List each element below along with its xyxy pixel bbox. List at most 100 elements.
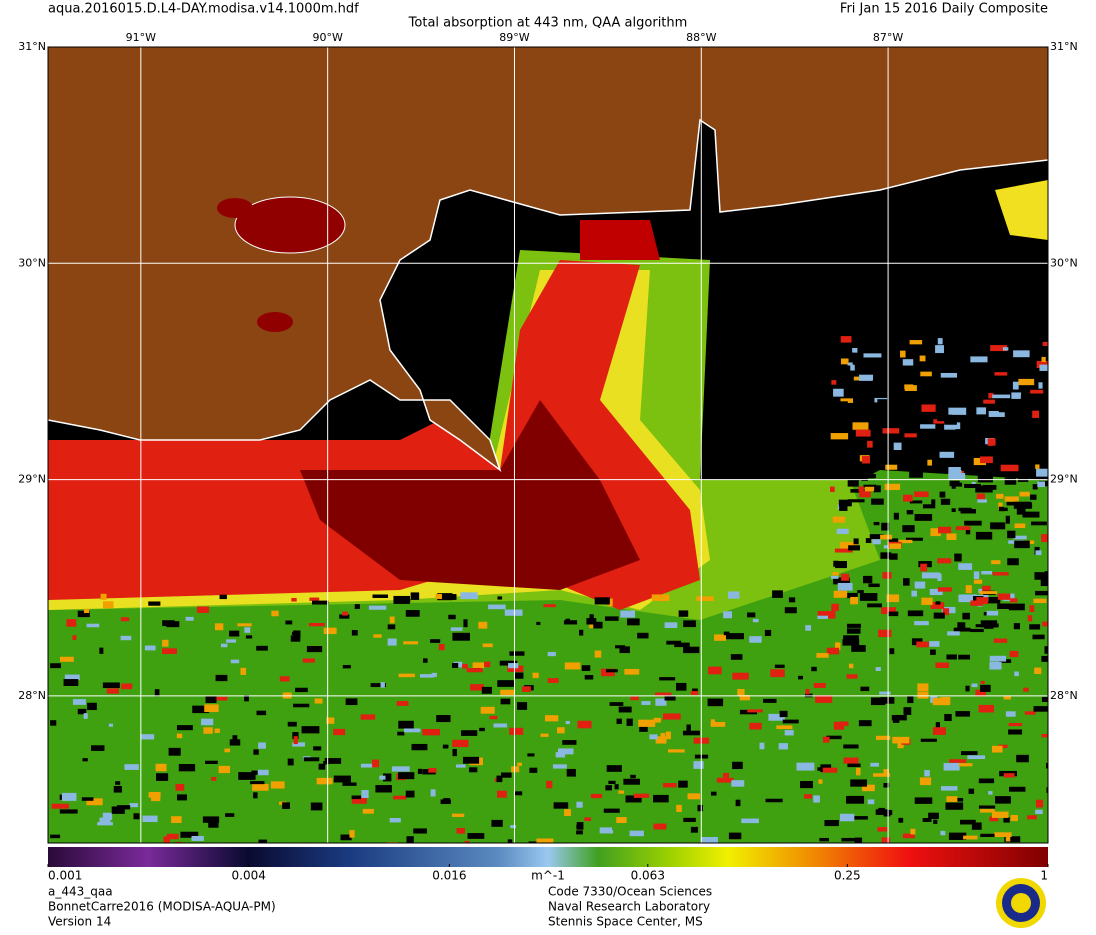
speckle-pixel xyxy=(398,673,415,678)
speckle-pixel xyxy=(500,680,505,687)
speckle-pixel xyxy=(496,775,503,783)
speckle-pixel xyxy=(1041,356,1046,362)
speckle-pixel xyxy=(964,348,975,356)
speckle-pixel xyxy=(555,752,566,758)
speckle-pixel xyxy=(507,839,513,843)
speckle-pixel xyxy=(102,682,120,689)
speckle-pixel xyxy=(940,830,946,836)
speckle-pixel xyxy=(747,709,763,713)
speckle-pixel xyxy=(310,802,323,811)
speckle-pixel xyxy=(437,593,453,601)
speckle-pixel xyxy=(271,610,279,617)
speckle-pixel xyxy=(1017,475,1029,482)
speckle-pixel xyxy=(639,725,648,732)
speckle-pixel xyxy=(692,688,698,693)
speckle-pixel xyxy=(576,801,583,808)
speckle-pixel xyxy=(411,743,428,751)
speckle-pixel xyxy=(423,658,428,663)
speckle-pixel xyxy=(687,793,701,800)
speckle-pixel xyxy=(839,505,848,511)
speckle-pixel xyxy=(323,627,337,635)
speckle-pixel xyxy=(765,798,783,803)
speckle-pixel xyxy=(1015,445,1029,454)
speckle-pixel xyxy=(838,416,849,421)
speckle-pixel xyxy=(749,636,762,643)
speckle-pixel xyxy=(655,698,667,706)
speckle-pixel xyxy=(967,755,986,760)
speckle-pixel xyxy=(629,830,644,837)
speckle-pixel xyxy=(833,590,848,598)
speckle-pixel xyxy=(937,587,952,592)
speckle-pixel xyxy=(340,834,352,841)
speckle-pixel xyxy=(470,684,485,691)
speckle-pixel xyxy=(292,732,299,740)
speckle-pixel xyxy=(1003,773,1015,778)
speckle-pixel xyxy=(878,807,885,814)
speckle-pixel xyxy=(853,376,860,381)
speckle-pixel xyxy=(1023,368,1031,376)
speckle-pixel xyxy=(948,832,967,840)
speckle-pixel xyxy=(129,803,139,808)
speckle-pixel xyxy=(842,639,860,646)
speckle-pixel xyxy=(839,401,848,408)
speckle-pixel xyxy=(641,701,651,705)
speckle-pixel xyxy=(993,445,1001,454)
speckle-pixel xyxy=(1036,468,1048,477)
speckle-pixel xyxy=(1004,496,1019,502)
speckle-pixel xyxy=(517,702,528,710)
speckle-pixel xyxy=(847,623,861,628)
speckle-pixel xyxy=(142,815,158,823)
speckle-pixel xyxy=(1033,598,1047,604)
graticule xyxy=(48,47,1048,843)
speckle-pixel xyxy=(998,502,1003,510)
speckle-pixel xyxy=(1045,461,1048,470)
speckle-pixel xyxy=(1041,534,1048,543)
speckle-pixel xyxy=(933,819,938,824)
speckle-pixel xyxy=(902,833,915,839)
speckle-pixel xyxy=(993,638,1008,643)
speckle-pixel xyxy=(463,619,468,628)
speckle-pixel xyxy=(960,751,978,756)
speckle-pixel xyxy=(903,494,913,502)
speckle-pixel xyxy=(831,380,837,385)
speckle-pixel xyxy=(368,605,387,610)
speckle-pixel xyxy=(618,706,632,713)
speckle-pixel xyxy=(256,645,268,651)
speckle-pixel xyxy=(970,416,982,423)
speckle-pixel xyxy=(379,775,386,780)
speckle-pixel xyxy=(954,553,962,562)
speckle-pixel xyxy=(224,748,231,753)
speckle-pixel xyxy=(219,594,227,600)
speckle-pixel xyxy=(887,538,899,542)
speckle-pixel xyxy=(1004,477,1017,485)
speckle-pixel xyxy=(832,516,845,523)
speckle-pixel xyxy=(871,498,884,505)
speckle-pixel xyxy=(864,486,875,492)
speckle-pixel xyxy=(938,526,952,534)
lat-label: 30°N xyxy=(1050,256,1078,269)
speckle-pixel xyxy=(600,830,614,834)
speckle-pixel xyxy=(850,489,866,493)
speckle-pixel xyxy=(997,603,1011,609)
speckle-pixel xyxy=(839,721,849,726)
speckle-pixel xyxy=(342,611,348,616)
speckle-pixel xyxy=(928,438,944,446)
speckle-pixel xyxy=(988,387,993,392)
speckle-pixel xyxy=(933,612,945,619)
speckle-pixel xyxy=(171,816,182,823)
speckle-pixel xyxy=(975,689,987,697)
speckle-pixel xyxy=(491,819,503,827)
lat-label: 31°N xyxy=(1050,40,1078,53)
speckle-pixel xyxy=(1006,501,1020,506)
speckle-pixel xyxy=(204,704,219,713)
speckle-pixel xyxy=(72,635,77,640)
speckle-pixel xyxy=(290,635,301,642)
speckle-pixel xyxy=(909,340,923,345)
speckle-pixel xyxy=(854,837,863,843)
speckle-pixel xyxy=(510,825,516,829)
speckle-pixel xyxy=(666,640,682,645)
speckle-pixel xyxy=(833,721,845,730)
speckle-pixel xyxy=(973,571,980,579)
speckle-pixel xyxy=(904,384,914,390)
